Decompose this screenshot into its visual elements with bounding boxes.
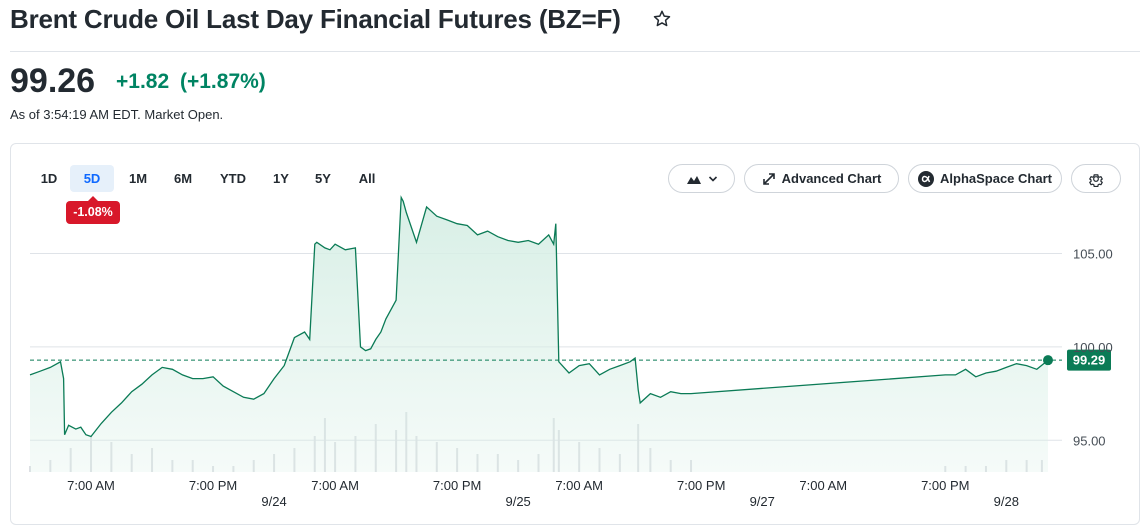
reference-price-label: 99.29 <box>1073 353 1106 368</box>
star-outline-icon[interactable] <box>652 9 672 29</box>
chevron-down-icon <box>708 175 717 182</box>
range-button-6m[interactable]: 6M <box>173 171 193 186</box>
x-date-label: 9/28 <box>994 494 1019 509</box>
range-button-5y[interactable]: 5Y <box>315 171 331 186</box>
price-change: +1.82 <box>116 70 170 93</box>
x-time-label: 7:00 AM <box>67 478 115 493</box>
x-date-label: 9/24 <box>261 494 286 509</box>
price-area-fill <box>30 197 1048 472</box>
gear-icon <box>1089 173 1103 187</box>
header-divider <box>10 51 1140 52</box>
period-change-badge: -1.08% <box>66 196 120 224</box>
current-price: 99.26 <box>10 62 96 100</box>
alpha-logo-icon <box>918 170 934 187</box>
last-price-dot <box>1043 355 1053 366</box>
range-button-all[interactable]: All <box>358 171 376 186</box>
advanced-chart-button[interactable]: Advanced Chart <box>744 164 899 193</box>
x-time-label: 7:00 PM <box>677 478 725 493</box>
chart-settings-button[interactable] <box>1071 164 1121 193</box>
x-time-label: 7:00 PM <box>433 478 481 493</box>
range-button-ytd[interactable]: YTD <box>220 171 246 186</box>
x-time-label: 7:00 PM <box>189 478 237 493</box>
alphaspace-chart-button[interactable]: AlphaSpace Chart <box>908 164 1062 193</box>
advanced-chart-label: Advanced Chart <box>781 171 882 186</box>
chart-type-button[interactable] <box>668 164 735 193</box>
quote-timestamp: As of 3:54:19 AM EDT. Market Open. <box>10 107 224 122</box>
page-title: Brent Crude Oil Last Day Financial Futur… <box>10 4 621 34</box>
reference-price-tag <box>1067 349 1111 371</box>
x-date-label: 9/27 <box>750 494 775 509</box>
x-time-label: 7:00 AM <box>555 478 603 493</box>
alphaspace-chart-label: AlphaSpace Chart <box>940 171 1052 186</box>
range-button-1m[interactable]: 1M <box>128 171 148 186</box>
price-line <box>29 195 1049 438</box>
mountain-chart-icon <box>686 175 701 184</box>
range-button-1y[interactable]: 1Y <box>273 171 289 186</box>
range-button-5d[interactable]: 5D <box>70 165 114 192</box>
x-time-label: 7:00 AM <box>799 478 847 493</box>
range-button-1d[interactable]: 1D <box>40 171 58 186</box>
y-tick-label: 105.00 <box>1073 247 1113 262</box>
y-tick-label: 95.00 <box>1073 433 1106 448</box>
x-time-label: 7:00 AM <box>311 478 359 493</box>
x-time-label: 7:00 PM <box>921 478 969 493</box>
price-change-percent: (+1.87%) <box>180 70 266 93</box>
y-tick-label: 100.00 <box>1073 340 1113 355</box>
x-date-label: 9/25 <box>505 494 530 509</box>
expand-arrows-icon <box>762 172 775 185</box>
